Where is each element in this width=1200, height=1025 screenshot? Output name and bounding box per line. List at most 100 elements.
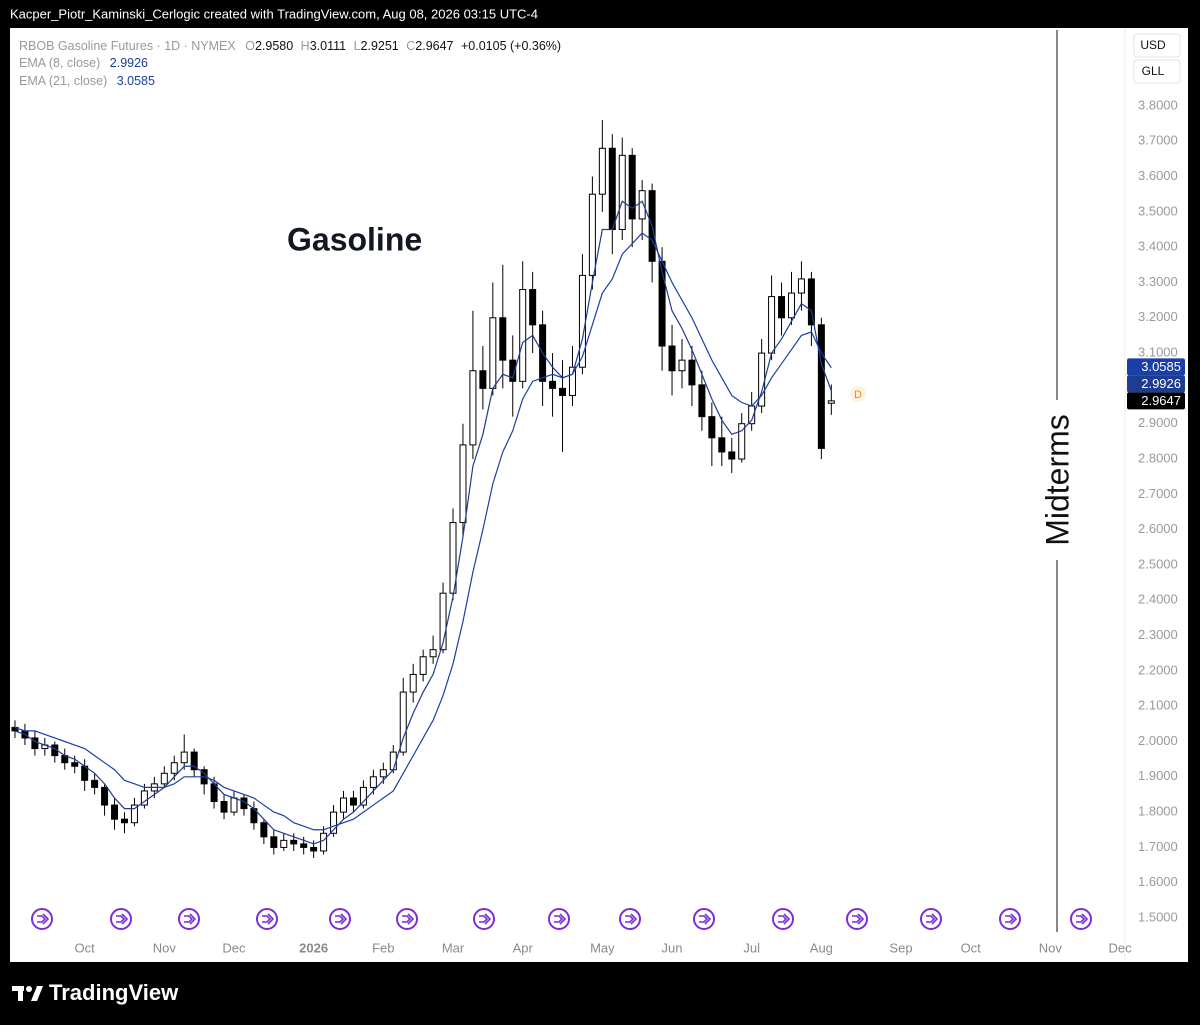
session-marker-label[interactable]: D (854, 389, 862, 401)
candle-body (688, 359, 696, 386)
y-tick-label: 1.7000 (1138, 839, 1178, 854)
low-value: 2.9251 (361, 39, 399, 53)
event-icon-glyph[interactable] (402, 913, 415, 925)
event-icon-glyph[interactable] (554, 913, 567, 925)
event-icon[interactable] (619, 908, 641, 930)
y-tick-label: 1.9000 (1138, 768, 1178, 783)
y-tick-label: 2.6000 (1138, 521, 1178, 536)
event-icon-glyph[interactable] (335, 913, 348, 925)
event-icon-glyph[interactable] (625, 913, 638, 925)
close-value: 2.9647 (415, 39, 453, 53)
symbol-name: RBOB Gasoline Futures · 1D · NYMEX (19, 39, 236, 53)
ema-line (14, 232, 832, 831)
event-icon-glyph[interactable] (479, 913, 492, 925)
candle-body (768, 296, 776, 354)
x-tick-label: Nov (1039, 940, 1063, 955)
event-icon[interactable] (110, 908, 132, 930)
legend-entry: EMA (8, close) (19, 56, 100, 70)
price-badge-label: 3.0585 (1141, 359, 1181, 374)
candle-body (578, 274, 586, 368)
event-icon[interactable] (396, 908, 418, 930)
ema21-legend: EMA (21, close) 3.0585 (19, 74, 155, 88)
candle-body (220, 801, 228, 813)
event-icon-glyph[interactable] (1076, 913, 1089, 925)
event-icon[interactable] (772, 908, 794, 930)
event-icon-glyph[interactable] (778, 913, 791, 925)
candle-body (359, 786, 367, 806)
y-tick-label: 1.5000 (1138, 909, 1178, 924)
event-icon-glyph[interactable] (262, 913, 275, 925)
candle-body (698, 384, 706, 418)
event-icon-glyph[interactable] (926, 913, 939, 925)
candle-body (130, 804, 138, 824)
candle-body (479, 370, 487, 389)
event-icon[interactable] (1070, 908, 1092, 930)
candle-body (459, 444, 467, 524)
candle-body (379, 769, 387, 778)
y-tick-label: 2.4000 (1138, 592, 1178, 607)
x-tick-label: Mar (442, 940, 465, 955)
candle-body (270, 836, 278, 848)
event-icon[interactable] (846, 908, 868, 930)
candle-body (180, 751, 188, 764)
event-icon[interactable] (548, 908, 570, 930)
event-icons (31, 908, 1092, 930)
candle-body (559, 387, 567, 396)
x-tick-label: Sep (889, 940, 912, 955)
x-tick-label: Jul (743, 940, 760, 955)
candle-body (419, 656, 427, 675)
open-tag: O (245, 39, 255, 53)
unit-button[interactable] (1133, 59, 1181, 84)
candle-body (260, 822, 268, 838)
unit-label[interactable]: GLL (1142, 64, 1165, 78)
price-badge (1127, 375, 1185, 393)
event-icon[interactable] (473, 908, 495, 930)
candle-body (678, 359, 686, 372)
y-tick-label: 3.1000 (1138, 345, 1178, 360)
event-icon-glyph[interactable] (37, 913, 50, 925)
y-tick-label: 2.7000 (1138, 486, 1178, 501)
x-tick-label: Dec (222, 940, 246, 955)
candle-body (399, 691, 407, 753)
event-icon[interactable] (999, 908, 1021, 930)
candle-body (91, 779, 99, 788)
candle-body (439, 592, 447, 651)
price-badge-label: 2.9926 (1141, 376, 1181, 391)
event-icon-glyph[interactable] (1005, 913, 1018, 925)
candle-body (499, 317, 507, 361)
y-tick-label: 2.3000 (1138, 627, 1178, 642)
currency-label[interactable]: USD (1140, 38, 1166, 52)
event-icon-glyph[interactable] (116, 913, 129, 925)
price-badge (1127, 392, 1185, 410)
candle-body (11, 726, 19, 732)
candle-body (190, 751, 198, 771)
candle-body (588, 193, 596, 276)
event-icon-glyph[interactable] (852, 913, 865, 925)
candle-body (728, 451, 736, 460)
y-tick-label: 1.6000 (1138, 874, 1178, 889)
axes: 1.5000 1.6000 1.7000 1.8000 1.9000 2.0000 2.10… (75, 97, 1185, 955)
x-tick-label: Dec (1108, 940, 1132, 955)
event-icon[interactable] (329, 908, 351, 930)
y-tick-label: 3.2000 (1138, 309, 1178, 324)
event-icon-glyph[interactable] (184, 913, 197, 925)
candle-body (469, 370, 477, 446)
candle-body (608, 147, 616, 231)
event-icon[interactable] (256, 908, 278, 930)
event-icon[interactable] (31, 908, 53, 930)
event-icon-glyph[interactable] (699, 913, 712, 925)
y-tick-label: 2.0000 (1138, 733, 1178, 748)
currency-button[interactable] (1133, 33, 1181, 58)
session-marker[interactable] (850, 386, 866, 402)
candle-body (778, 296, 786, 319)
x-tick-label: Feb (372, 940, 394, 955)
event-icon[interactable] (178, 908, 200, 930)
candle-body (708, 416, 716, 439)
brand-name: TradingView (49, 980, 179, 1005)
event-icon[interactable] (920, 908, 942, 930)
symbol-legend: RBOB Gasoline Futures · 1D · NYMEX O2.95… (19, 39, 561, 53)
event-icon[interactable] (693, 908, 715, 930)
candle-body (320, 832, 328, 852)
price-badge (1127, 358, 1185, 376)
candle-body (618, 154, 626, 231)
